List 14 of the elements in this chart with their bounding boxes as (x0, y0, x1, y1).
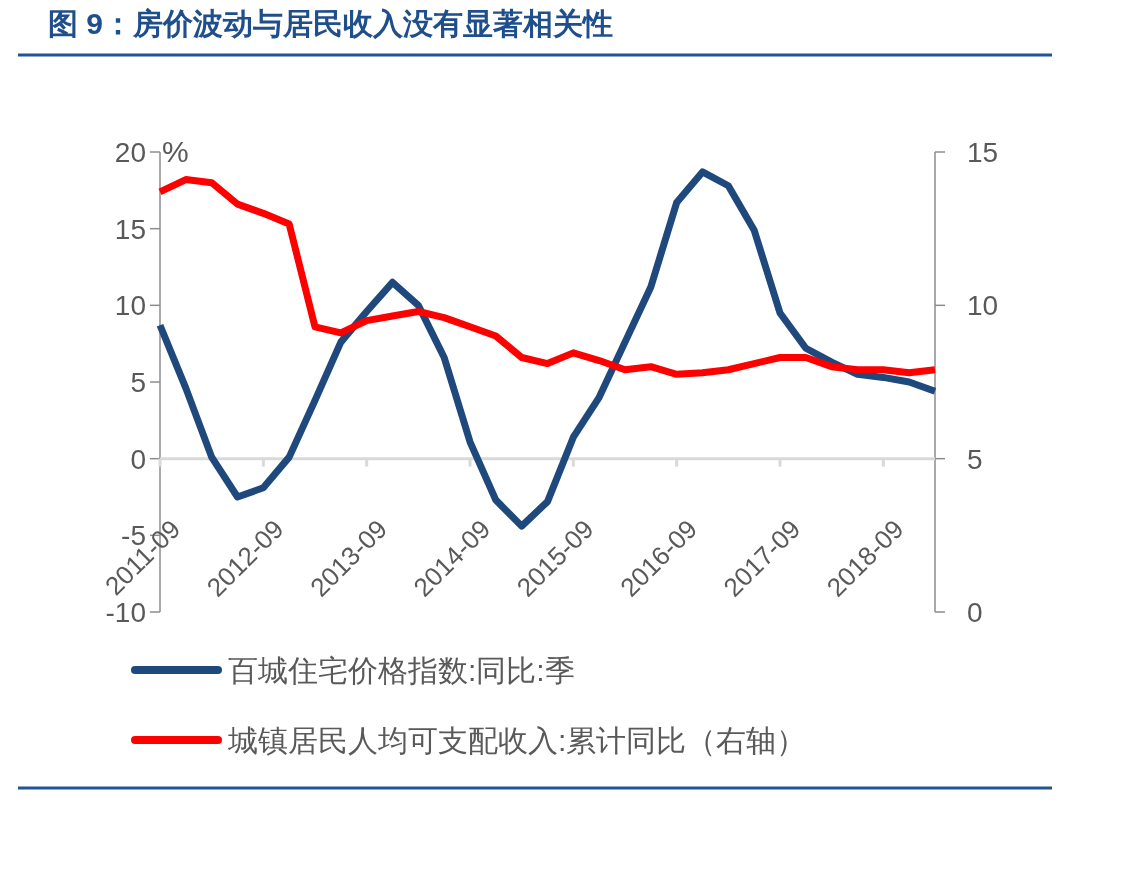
y-tick-label: 5 (130, 367, 146, 398)
y-axis-title: % (162, 135, 189, 168)
y2-tick-label: 10 (967, 290, 999, 322)
y2-tick-label: 0 (967, 597, 983, 628)
y2-tick-label: 15 (967, 137, 999, 168)
y-tick-label: 10 (114, 290, 146, 322)
legend-label: 百城住宅价格指数:同比:季 (228, 654, 575, 687)
y-tick-label: 15 (114, 213, 146, 245)
y2-tick-label: 5 (967, 443, 983, 475)
y-tick-label: -10 (105, 597, 146, 628)
legend-label: 城镇居民人均可支配收入:累计同比（右轴） (227, 724, 807, 757)
y-tick-label: 0 (130, 443, 146, 475)
chart-title: 图 9：房价波动与居民收入没有显著相关性 (48, 7, 614, 40)
y-tick-label: 20 (114, 137, 146, 168)
